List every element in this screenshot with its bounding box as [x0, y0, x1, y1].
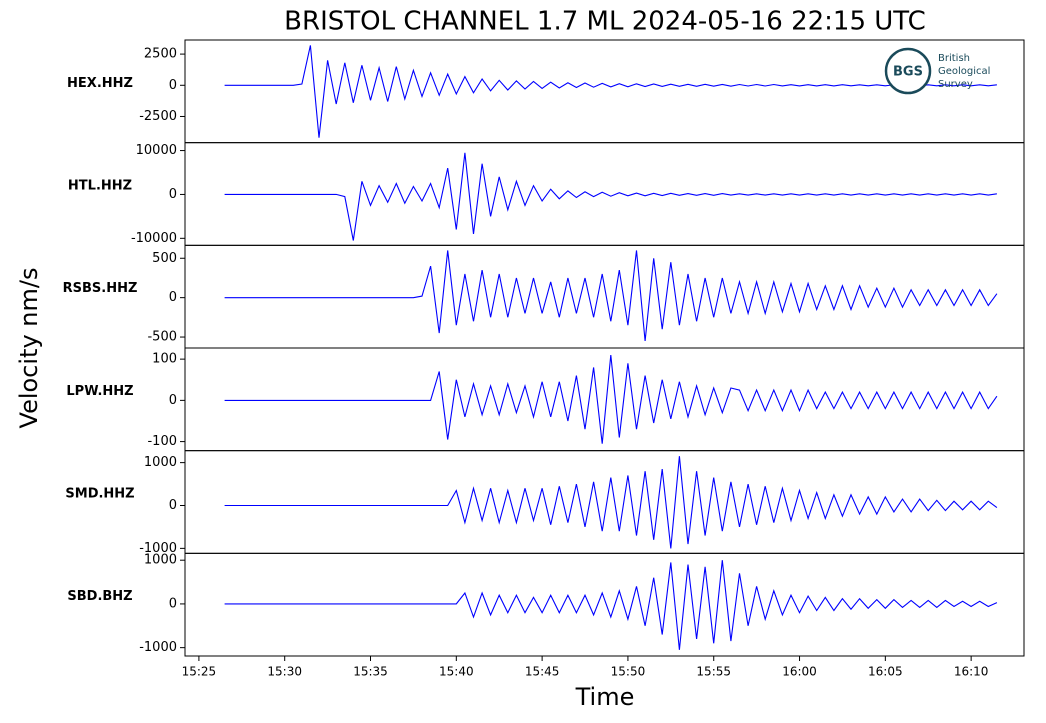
y-tick-label: 0	[169, 78, 177, 93]
x-tick-label: 15:30	[267, 665, 302, 679]
x-axis-label: Time	[575, 683, 635, 711]
chart-title: BRISTOL CHANNEL 1.7 ML 2024-05-16 22:15 …	[284, 7, 926, 37]
y-tick-label: 0	[169, 498, 177, 513]
logo-text: Geological	[938, 66, 990, 77]
waveform	[224, 45, 997, 138]
panel-frame	[184, 552, 1025, 657]
y-tick-label: 10000	[136, 143, 177, 158]
y-tick-label: 0	[169, 596, 177, 611]
y-tick-label: -100	[147, 434, 177, 449]
waveform	[224, 354, 998, 444]
station-label: HTL.HHZ	[68, 179, 132, 194]
y-tick-label: 1000	[144, 553, 177, 568]
x-tick-label: 15:25	[182, 665, 217, 679]
logo-text: British	[938, 53, 970, 64]
y-tick-label: 0	[169, 393, 177, 408]
x-tick-label: 15:40	[439, 665, 474, 679]
station-label: HEX.HHZ	[67, 76, 133, 91]
station-label: LPW.HHZ	[66, 384, 133, 399]
waveform	[224, 560, 998, 650]
logo-text: Survey	[938, 79, 973, 90]
waveform	[224, 152, 997, 241]
x-tick-label: 16:00	[782, 665, 817, 679]
x-tick-label: 15:35	[353, 665, 388, 679]
x-tick-label: 16:05	[868, 665, 903, 679]
y-tick-label: 0	[169, 290, 177, 305]
y-tick-label: -2500	[139, 109, 177, 124]
y-tick-label: -1000	[139, 640, 177, 655]
y-tick-label: 2500	[144, 47, 177, 62]
logo-ring	[884, 47, 932, 95]
y-axis-label: Velocity nm/s	[15, 268, 43, 429]
station-label: SMD.HHZ	[65, 487, 134, 502]
waveform	[224, 456, 998, 549]
logo: BGS British Geological Survey	[884, 47, 990, 95]
station-label: RSBS.HHZ	[63, 281, 138, 296]
x-tick-label: 16:10	[954, 665, 989, 679]
y-tick-label: 0	[169, 187, 177, 202]
panel-frame	[184, 450, 1025, 554]
x-tick-label: 15:55	[696, 665, 731, 679]
waveform	[224, 250, 998, 342]
y-tick-label: 1000	[144, 455, 177, 470]
y-tick-label: -500	[147, 330, 177, 345]
y-tick-label: 100	[152, 352, 177, 367]
x-tick-label: 15:50	[611, 665, 646, 679]
y-tick-label: -10000	[131, 231, 177, 246]
x-tick-label: 15:45	[525, 665, 560, 679]
logo-abbr: BGS	[893, 65, 923, 80]
station-label: SBD.BHZ	[67, 589, 132, 604]
y-tick-label: 500	[152, 251, 177, 266]
y-tick-label: -1000	[139, 541, 177, 556]
